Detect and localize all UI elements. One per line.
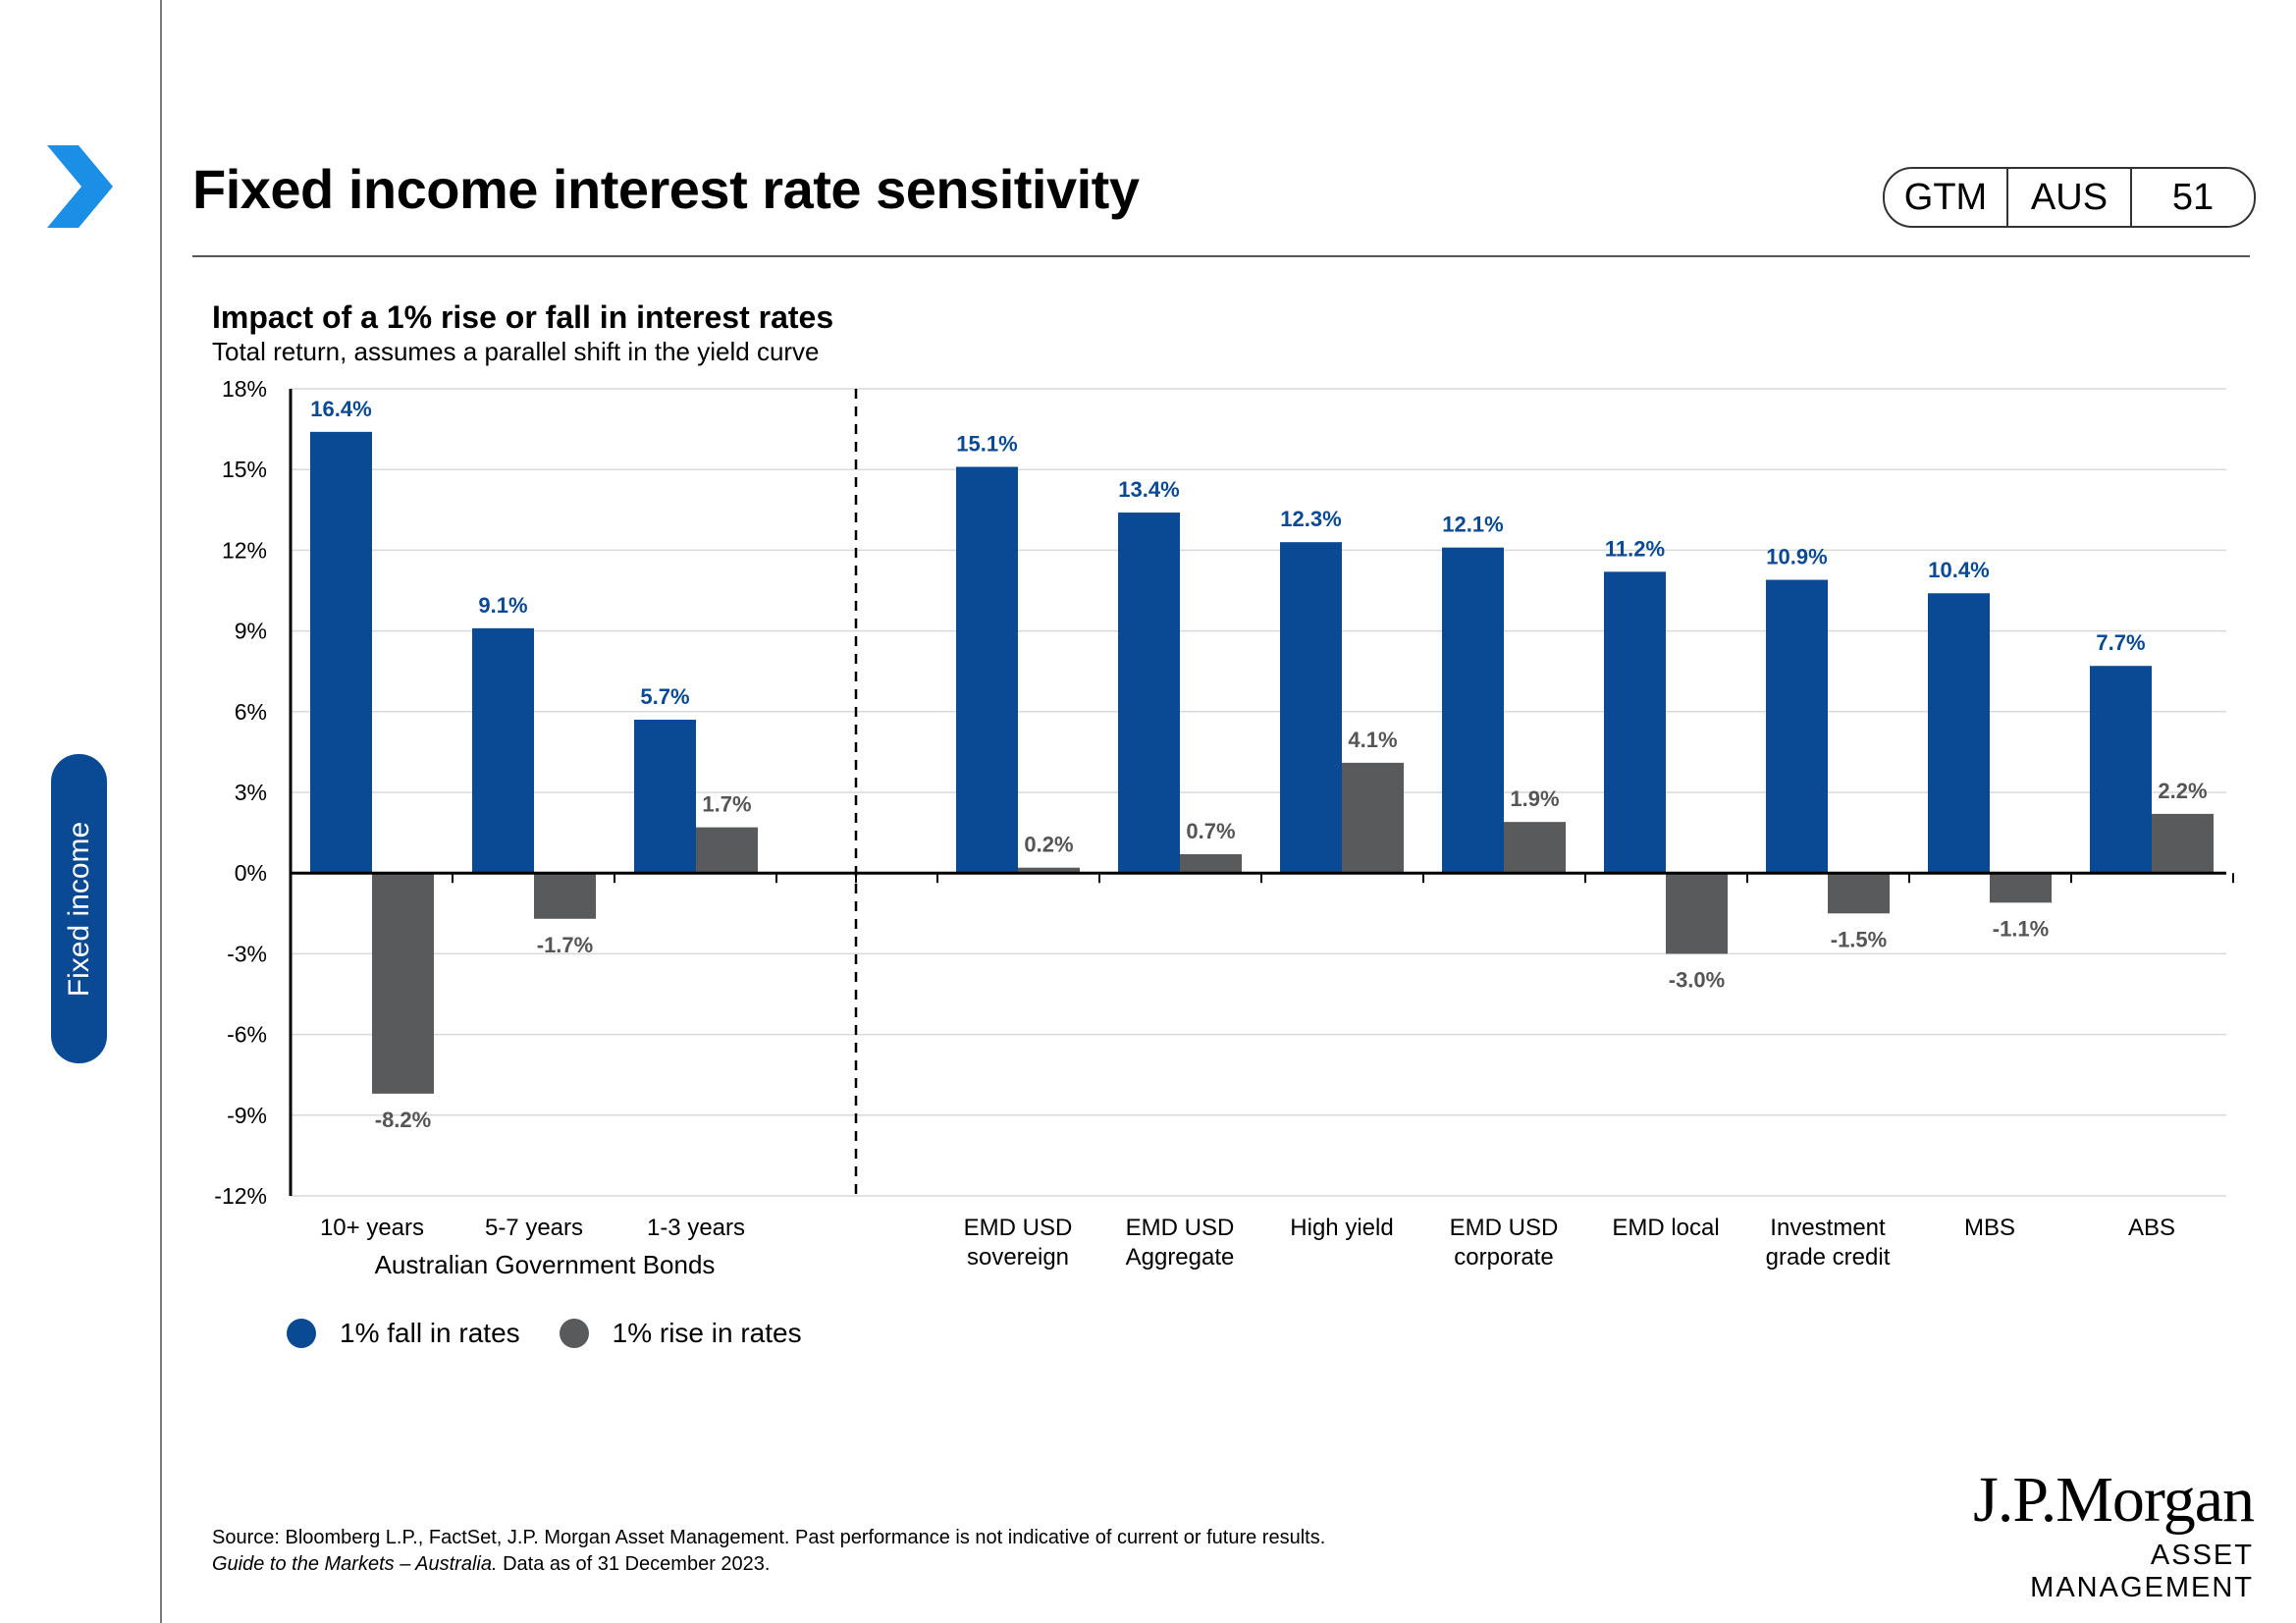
- legend-item-fall: 1% fall in rates: [287, 1318, 520, 1349]
- x-tick-label: corporate: [1454, 1244, 1553, 1271]
- left-divider-line: [160, 0, 162, 1623]
- data-label: 1.9%: [1510, 786, 1559, 811]
- bar-rise: [534, 873, 596, 919]
- x-tick-label: 10+ years: [320, 1215, 424, 1241]
- data-label: 11.2%: [1605, 536, 1665, 561]
- bar-rise: [1180, 854, 1242, 874]
- bar-fall: [2090, 666, 2152, 874]
- data-label: 10.4%: [1928, 558, 1989, 582]
- source-note: Source: Bloomberg L.P., FactSet, J.P. Mo…: [212, 1525, 1325, 1578]
- data-label: 7.7%: [2096, 630, 2145, 655]
- legend-swatch-rise: [559, 1319, 589, 1348]
- y-tick-label: -6%: [227, 1022, 267, 1048]
- bar-fall: [472, 627, 534, 874]
- legend-label-rise: 1% rise in rates: [612, 1318, 802, 1348]
- bar-fall: [1442, 547, 1504, 874]
- badge-page-number: 51: [2130, 169, 2254, 226]
- bar-fall: [634, 720, 696, 874]
- logo-wordmark: J.P.Morgan: [1973, 1464, 2255, 1536]
- y-tick-label: 18%: [222, 376, 267, 402]
- logo-subtitle: ASSET MANAGEMENT: [2030, 1540, 2254, 1603]
- data-date: Data as of 31 December 2023.: [497, 1553, 771, 1575]
- jpmorgan-logo: J.P.Morgan ASSET MANAGEMENT: [1940, 1463, 2255, 1604]
- y-tick-label: 9%: [235, 619, 267, 644]
- page-badge: GTM AUS 51: [1883, 167, 2256, 228]
- bar-fall: [1280, 542, 1342, 874]
- group-label: Australian Government Bonds: [375, 1250, 716, 1279]
- chart-title: Impact of a 1% rise or fall in interest …: [212, 299, 834, 335]
- data-label: 0.2%: [1024, 833, 1073, 857]
- data-label: 16.4%: [310, 397, 371, 421]
- source-text: Source: Bloomberg L.P., FactSet, J.P. Mo…: [212, 1527, 1326, 1548]
- y-tick-label: 12%: [222, 537, 267, 563]
- y-tick-label: 15%: [222, 457, 267, 482]
- data-date-line: Guide to the Markets – Australia. Data a…: [212, 1551, 1325, 1578]
- bar-rise: [696, 827, 758, 874]
- x-tick-label: Investment: [1770, 1215, 1886, 1241]
- data-label: 10.9%: [1766, 545, 1827, 569]
- bar-rise: [1990, 873, 2052, 903]
- x-tick-label: sovereign: [967, 1244, 1069, 1271]
- data-label: 4.1%: [1348, 728, 1397, 752]
- y-tick-label: 3%: [235, 780, 267, 805]
- bar-rise: [1504, 822, 1566, 874]
- data-label: -1.1%: [1993, 916, 2049, 941]
- x-tick-label: Aggregate: [1126, 1244, 1235, 1271]
- bar-rise: [2152, 813, 2214, 874]
- x-tick-label: 5-7 years: [485, 1215, 583, 1241]
- badge-region: AUS: [2006, 169, 2130, 226]
- data-label: -3.0%: [1669, 967, 1725, 992]
- bar-rise: [372, 873, 434, 1094]
- guide-title: Guide to the Markets – Australia.: [212, 1553, 498, 1575]
- data-label: -1.7%: [537, 933, 593, 957]
- x-tick-label: EMD USD: [1450, 1215, 1559, 1241]
- data-label: 13.4%: [1118, 477, 1179, 502]
- chart-subtitle: Total return, assumes a parallel shift i…: [212, 337, 820, 366]
- y-tick-label: 0%: [235, 860, 267, 886]
- data-label: 15.1%: [956, 431, 1017, 456]
- data-label: 2.2%: [2158, 779, 2207, 803]
- x-tick-label: 1-3 years: [647, 1215, 745, 1241]
- data-label: 12.3%: [1280, 507, 1341, 531]
- data-label: -1.5%: [1831, 927, 1887, 951]
- y-tick-label: -12%: [214, 1183, 267, 1209]
- data-label: 5.7%: [640, 684, 689, 709]
- sidebar-tab-fixed-income[interactable]: Fixed income: [51, 754, 107, 1063]
- bar-rise: [1342, 762, 1404, 874]
- bar-fall: [956, 466, 1018, 874]
- y-tick-label: -9%: [227, 1103, 267, 1128]
- bar-rise: [1018, 867, 1080, 874]
- x-tick-label: EMD local: [1612, 1215, 1719, 1241]
- title-divider: [192, 255, 2250, 257]
- y-tick-label: -3%: [227, 941, 267, 966]
- x-tick-label: High yield: [1290, 1215, 1393, 1241]
- bar-rise: [1666, 873, 1728, 954]
- x-tick-label: ABS: [2128, 1215, 2175, 1241]
- bar-fall: [1604, 571, 1666, 874]
- y-tick-label: 6%: [235, 699, 267, 725]
- bar-fall: [1928, 593, 1990, 874]
- data-label: 0.7%: [1186, 819, 1235, 843]
- data-label: 1.7%: [702, 792, 751, 817]
- x-tick-label: EMD USD: [964, 1215, 1073, 1241]
- bar-fall: [310, 431, 372, 874]
- bar-fall: [1118, 513, 1180, 874]
- page-title: Fixed income interest rate sensitivity: [192, 158, 1140, 220]
- badge-gtm: GTM: [1903, 176, 1988, 218]
- legend-label-fall: 1% fall in rates: [340, 1318, 520, 1348]
- data-label: 9.1%: [478, 593, 527, 618]
- x-tick-label: grade credit: [1766, 1244, 1891, 1271]
- legend-item-rise: 1% rise in rates: [559, 1318, 802, 1349]
- data-label: -8.2%: [375, 1108, 431, 1132]
- x-tick-label: MBS: [1964, 1215, 2015, 1241]
- data-label: 12.1%: [1442, 513, 1503, 537]
- x-tick-label: EMD USD: [1126, 1215, 1235, 1241]
- chart-legend: 1% fall in rates 1% rise in rates: [287, 1318, 841, 1349]
- chevron-right-icon: [47, 145, 113, 228]
- bar-rise: [1828, 873, 1890, 914]
- bar-fall: [1766, 579, 1828, 874]
- legend-swatch-fall: [287, 1319, 316, 1348]
